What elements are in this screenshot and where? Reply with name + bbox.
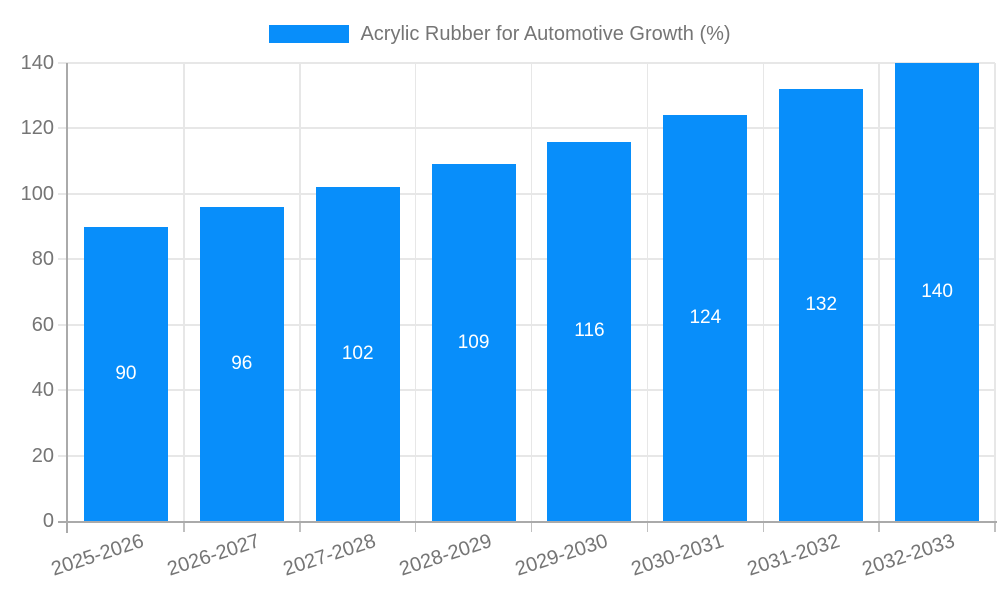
y-axis-tick-label: 140 (20, 52, 54, 74)
grid-line-vertical (414, 63, 417, 521)
x-axis-category-label: 2026-2027 (164, 530, 263, 581)
bar-value-label: 140 (921, 281, 953, 302)
legend-swatch (269, 25, 350, 43)
grid-line-vertical (646, 63, 649, 521)
bar-value-label: 90 (115, 362, 137, 384)
x-axis-category-label: 2025-2026 (48, 530, 147, 581)
plot-area: 0 20 40 60 80 100 120 140 90 2025-2026 96 2026-2027… (21, 52, 997, 580)
y-axis-tick-label: 100 (20, 182, 54, 205)
bar-value-label: 109 (457, 331, 490, 353)
bar: 109 (431, 164, 516, 521)
bar: 140 (895, 63, 980, 521)
x-axis-tick (530, 523, 533, 532)
x-axis-tick (646, 523, 649, 532)
grid-line-horizontal (58, 127, 995, 130)
bar-value-label: 124 (689, 307, 722, 329)
x-axis-tick (414, 523, 417, 532)
grid-line-horizontal (58, 192, 995, 195)
y-axis-tick-label: 60 (31, 313, 54, 336)
x-axis-category-label: 2029-2030 (512, 530, 611, 581)
y-axis-tick-label: 40 (31, 379, 54, 402)
x-axis-category-label: 2028-2029 (396, 530, 495, 581)
grid-line-vertical (530, 63, 533, 521)
bar: 102 (315, 187, 400, 521)
grid-line-vertical (299, 63, 301, 521)
x-axis-line (58, 521, 997, 523)
grid-line-vertical (762, 63, 764, 521)
x-axis-tick (299, 523, 301, 532)
grid-line-horizontal (58, 323, 995, 326)
grid-line-horizontal (58, 389, 995, 392)
bar: 90 (83, 226, 168, 521)
grid-line-vertical (994, 63, 996, 521)
bar-value-label: 102 (341, 343, 374, 365)
bar-value-label: 116 (574, 320, 605, 342)
grid-line-horizontal (58, 62, 995, 64)
grid-line-vertical (878, 63, 880, 521)
x-axis-tick (762, 523, 764, 532)
legend-label: Acrylic Rubber for Automotive Growth (%) (360, 23, 731, 45)
bar-value-label: 96 (231, 352, 253, 374)
grid-line-horizontal (58, 454, 995, 457)
y-axis-tick-label: 20 (31, 444, 54, 467)
x-axis-category-label: 2032-2033 (860, 530, 958, 581)
y-axis-tick-label: 80 (31, 248, 54, 271)
bar: 96 (199, 206, 284, 521)
bar: 116 (547, 141, 632, 521)
bar: 132 (779, 89, 864, 521)
x-axis-category-label: 2027-2028 (280, 530, 379, 581)
grid-line-vertical (183, 63, 185, 521)
y-axis-tick-label: 120 (20, 117, 54, 140)
bar: 124 (663, 115, 748, 521)
x-axis-tick (994, 523, 996, 532)
y-axis-tick-label: 0 (42, 510, 54, 532)
legend-item[interactable]: Acrylic Rubber for Automotive Growth (%) (0, 20, 1000, 48)
x-axis-category-label: 2030-2031 (628, 530, 727, 581)
grid-line-horizontal (58, 258, 995, 261)
x-axis-tick (878, 523, 880, 532)
x-axis-tick (183, 523, 185, 532)
bar-value-label: 132 (805, 294, 838, 316)
y-axis-line (66, 63, 68, 533)
x-axis-category-label: 2031-2032 (744, 530, 842, 581)
